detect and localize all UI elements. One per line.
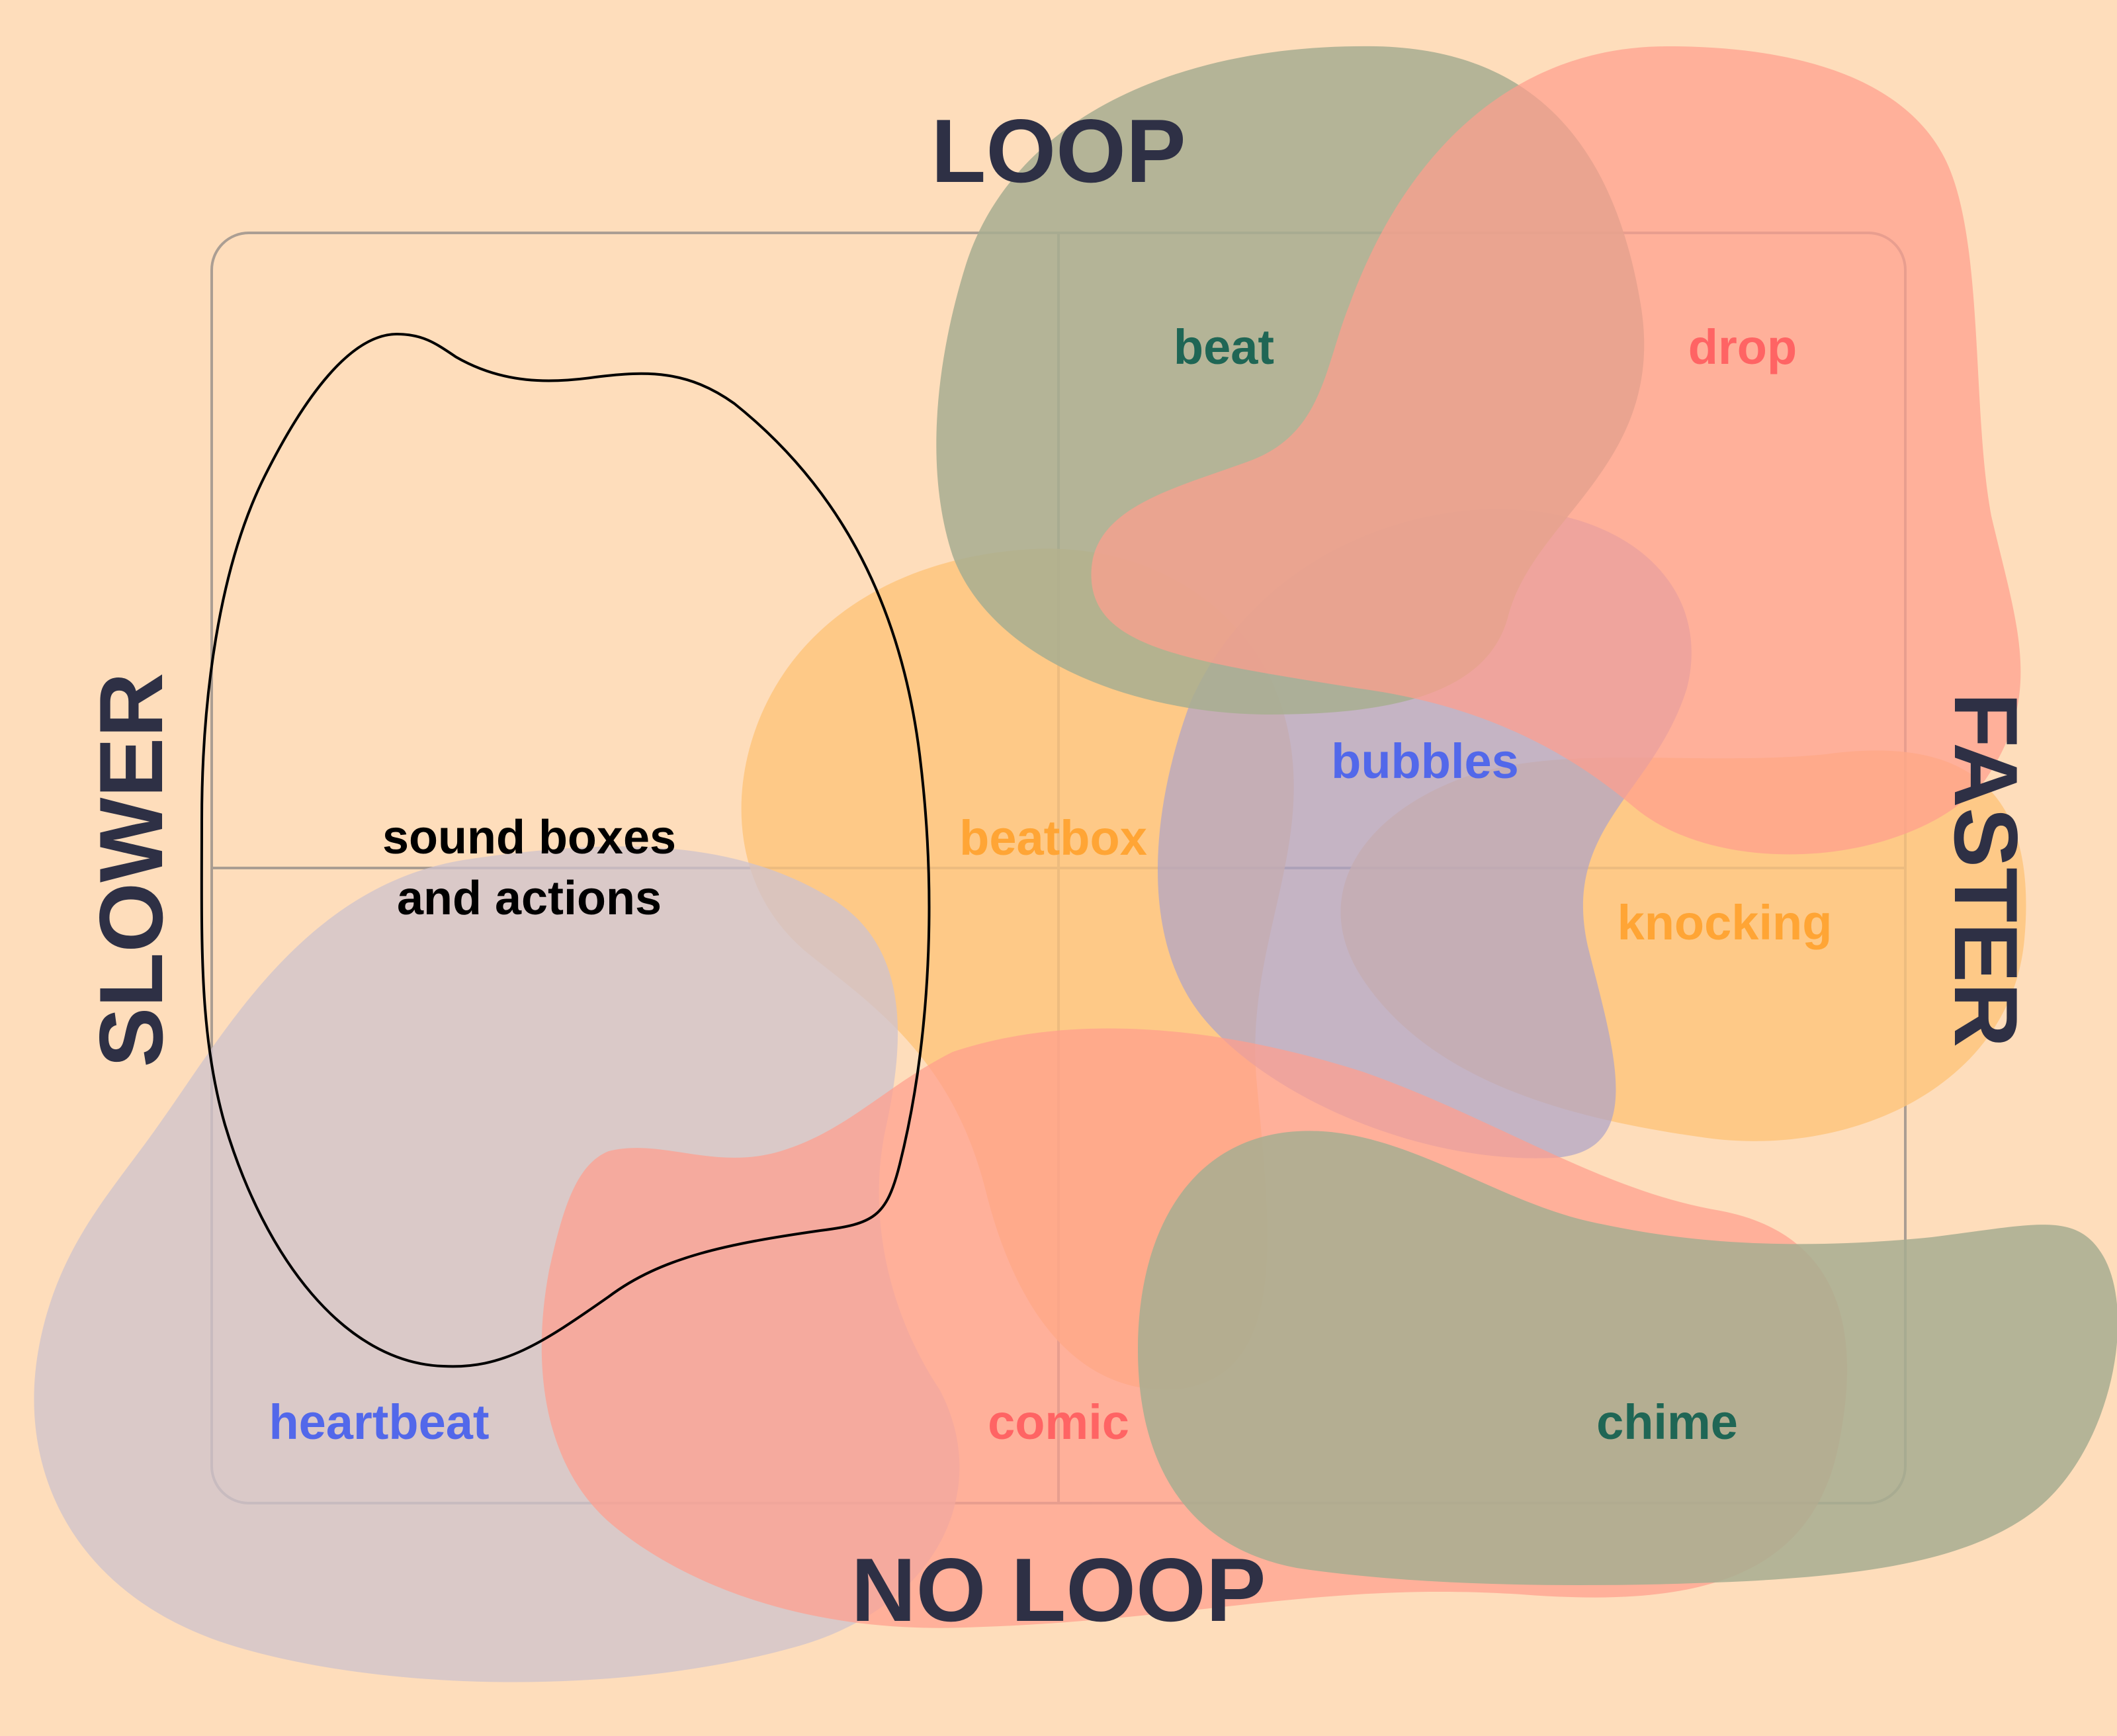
axis-label-top: LOOP [931, 101, 1186, 201]
axis-label-left: SLOWER [81, 673, 181, 1068]
sound-label-chime: chime [1596, 1395, 1738, 1450]
sound-label-heartbeat: heartbeat [269, 1395, 489, 1450]
sound-label-beatbox: beatbox [959, 810, 1147, 865]
sound-label-beat: beat [1174, 320, 1274, 374]
blob-green-chime [1138, 1131, 2117, 1585]
blob-layer [34, 46, 2117, 1682]
center-label-line2: and actions [397, 872, 662, 925]
axis-label-bottom: NO LOOP [851, 1540, 1266, 1640]
sound-label-drop: drop [1688, 320, 1797, 374]
sound-label-knocking: knocking [1618, 895, 1833, 950]
blob-red-drop [1091, 46, 2021, 855]
center-label-line1: sound boxes [382, 811, 676, 864]
axis-label-right: FASTER [1936, 693, 2036, 1048]
sound-label-comic: comic [988, 1395, 1129, 1450]
sound-label-bubbles: bubbles [1331, 734, 1519, 789]
blob-outline-sound-boxes [200, 332, 931, 1368]
